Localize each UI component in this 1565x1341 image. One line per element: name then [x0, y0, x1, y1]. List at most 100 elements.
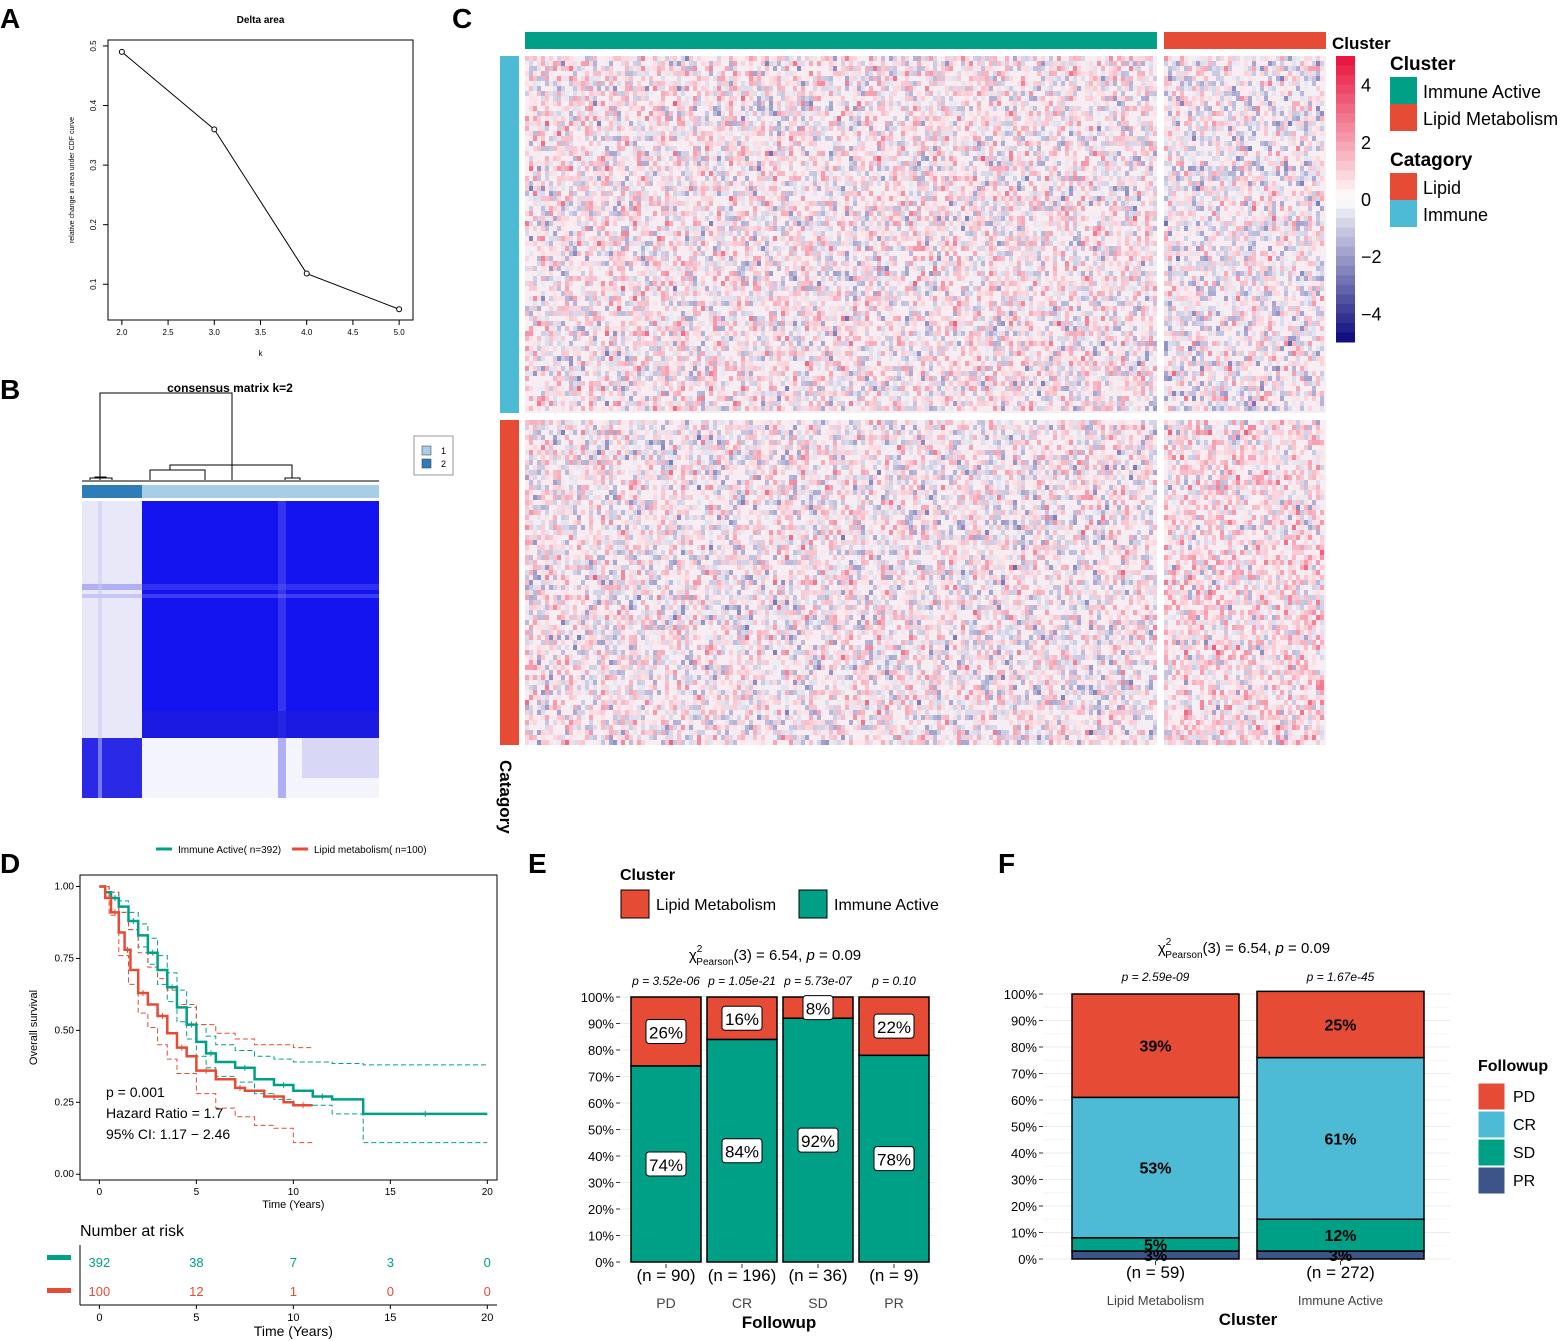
heatmap-cells — [541, 420, 1141, 745]
colorbar-step — [1336, 94, 1355, 105]
y-tick-label: 30% — [1011, 1173, 1037, 1188]
heatmap-cells — [1272, 356, 1276, 361]
risk-x-axis-label: Time (Years) — [254, 1323, 333, 1339]
bar-label-box — [873, 1013, 915, 1039]
heatmap-cells — [1200, 186, 1204, 191]
stat-chi: χ — [1158, 940, 1166, 957]
bar-pvalue: p = 2.59e-09 — [1121, 970, 1190, 984]
heatmap-cells — [1296, 346, 1300, 351]
heatmap-cells — [1188, 425, 1324, 730]
heatmap-cells — [1176, 430, 1180, 435]
heatmap-cells — [1184, 650, 1220, 655]
heatmap-cells — [1236, 645, 1240, 650]
heatmap-cells — [1164, 675, 1168, 680]
matrix-block-1 — [142, 501, 379, 738]
bar-label-box — [645, 1151, 687, 1177]
heatmap-cells — [1312, 56, 1316, 61]
heatmap-cells — [1168, 460, 1196, 490]
legend-label: SD — [1513, 1145, 1535, 1162]
heatmap-cells — [1204, 186, 1208, 191]
heatmap-cells — [1296, 146, 1300, 151]
heatmap-cells — [1268, 321, 1272, 326]
y-tick-label: 0.2 — [89, 219, 98, 231]
heatmap-cells — [717, 76, 721, 81]
heatmap-cells — [1212, 386, 1216, 391]
heatmap-cells — [1172, 430, 1308, 740]
heatmap-cells — [741, 96, 745, 101]
heatmap-cells — [1312, 610, 1316, 615]
heatmap-cells — [541, 425, 1149, 735]
heatmap-cells — [1216, 705, 1220, 710]
risk-row-key — [47, 1288, 71, 1293]
heatmap-cells — [1172, 510, 1208, 560]
legend-label: Lipid — [1423, 178, 1461, 198]
x-tick-label: 3.5 — [255, 328, 267, 337]
y-axis-label: relative change in area under CDF curve — [69, 117, 76, 243]
legend-label: Immune Active( n=392) — [178, 845, 281, 856]
heatmap-cells — [1276, 121, 1280, 126]
cluster-annotation-lipid-metabolism — [1164, 32, 1326, 49]
heatmap-cells — [1212, 341, 1216, 346]
heatmap-cells — [1236, 296, 1240, 301]
y-tick-label: 0.75 — [55, 953, 75, 964]
heatmap-cells — [1292, 116, 1296, 121]
y-tick-label: 10% — [1011, 1226, 1037, 1241]
colorbar-step — [1336, 122, 1355, 133]
x-tick-label: PD — [656, 1295, 675, 1311]
bar-label: 39% — [1139, 1039, 1171, 1056]
colorbar-step — [1336, 141, 1355, 152]
bar-label: 8% — [806, 1000, 831, 1019]
matrix-band — [142, 711, 379, 738]
risk-x-tick-label: 0 — [96, 1312, 102, 1324]
heatmap-cells — [1212, 580, 1216, 585]
cluster-annotation-immune-active — [525, 32, 1157, 49]
y-axis-label: Overall survival — [28, 990, 40, 1065]
stat-sup: 2 — [1166, 937, 1172, 948]
heatmap-cells — [1188, 590, 1192, 600]
heatmap-cells — [1220, 730, 1224, 735]
legend-swatch — [421, 458, 432, 469]
y-tick-label: 80% — [1011, 1040, 1037, 1055]
legend-label: Lipid Metabolism — [656, 897, 776, 914]
y-tick-label: 0.50 — [55, 1025, 75, 1036]
heatmap-cells — [1244, 116, 1248, 121]
heatmap-cells — [1164, 221, 1168, 226]
stat-p: p — [806, 947, 815, 964]
risk-x-tick-label: 10 — [287, 1312, 299, 1324]
risk-x-tick-label: 15 — [384, 1312, 396, 1324]
cluster-bar-2 — [82, 485, 142, 498]
x-axis-label: Time (Years) — [262, 1199, 324, 1211]
followup-by-cluster-chart: Cluster Lipid Metabolism Immune Active 0% 10… — [581, 867, 939, 1332]
colorbar-step — [1336, 65, 1355, 76]
heatmap-cells — [1236, 156, 1240, 161]
bar-pvalue: p = 0.10 — [871, 974, 916, 988]
bar-label-box — [797, 1127, 839, 1153]
colorbar-step — [1336, 151, 1355, 162]
heatmap-cells — [1244, 430, 1248, 435]
heatmap-cells — [1292, 680, 1296, 685]
bar-count: (n = 90) — [636, 1266, 695, 1285]
heatmap-cells — [1164, 116, 1268, 341]
heatmap-cells — [1232, 595, 1236, 600]
heatmap-cells — [1284, 440, 1288, 445]
heatmap-cells — [1164, 66, 1324, 411]
colorbar-step — [1336, 313, 1355, 324]
dendrogram — [89, 392, 301, 480]
heatmap-cells — [877, 256, 881, 261]
legend-title: Followup — [1478, 1058, 1548, 1075]
y-tick-label: 0% — [595, 1255, 614, 1270]
heatmap-cells — [1308, 700, 1312, 705]
heatmap-cells — [1228, 740, 1232, 745]
bar-label: 5% — [1144, 1237, 1167, 1254]
heatmap-cells — [537, 425, 1157, 745]
heatmap-cells — [1208, 311, 1212, 316]
legend-swatch — [1477, 1082, 1506, 1111]
bar-label-box — [802, 995, 834, 1021]
heatmap-cells — [1192, 640, 1196, 645]
matrix-patch — [302, 738, 379, 778]
y-tick-label: 40% — [588, 1149, 614, 1164]
x-tick-label: 0 — [97, 1187, 103, 1198]
delta-area-chart: Delta area 2.0 2.5 3.0 3.5 4.0 4.5 5.0 0.1 0.2 0.3… — [69, 15, 414, 358]
heatmap-cells — [1292, 675, 1300, 720]
heatmap-cells — [525, 71, 1149, 401]
